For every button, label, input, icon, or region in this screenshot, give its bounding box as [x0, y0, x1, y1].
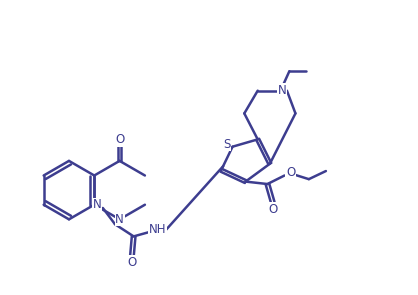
Text: N: N	[115, 213, 124, 226]
Text: N: N	[93, 198, 102, 211]
Text: S: S	[223, 138, 231, 151]
Text: N: N	[278, 84, 286, 97]
Text: O: O	[268, 203, 278, 216]
Text: O: O	[127, 256, 136, 269]
Text: O: O	[115, 133, 124, 146]
Text: NH: NH	[148, 223, 166, 236]
Text: O: O	[286, 166, 295, 179]
